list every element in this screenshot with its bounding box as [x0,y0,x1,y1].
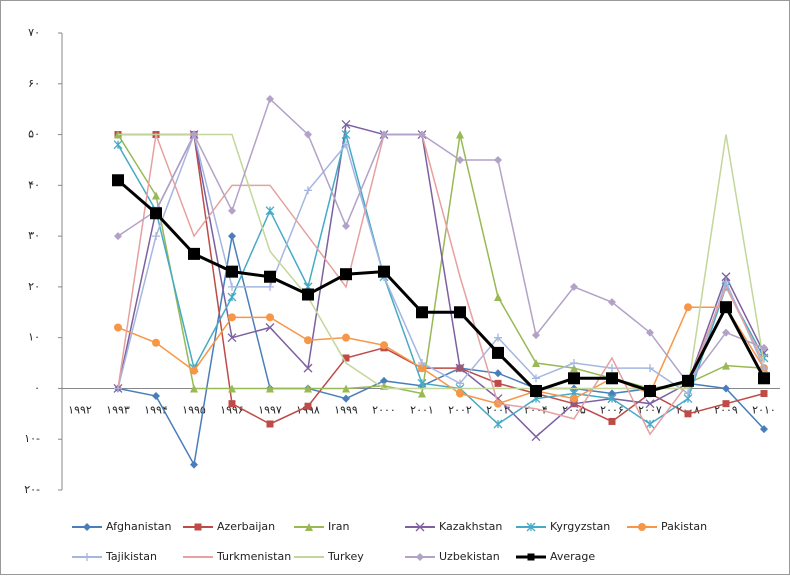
y-tick-label: ۲۰ [28,280,40,293]
x-tick-label: ۱۹۹۳ [106,403,130,416]
marker [195,524,202,531]
marker [528,554,535,561]
marker [305,403,312,410]
x-tick-label: ۱۹۹۹ [334,403,358,416]
marker [761,390,768,397]
chart: ۲۰-۱۰-۰۱۰۲۰۳۰۴۰۵۰۶۰۷۰۱۹۹۲۱۹۹۳۱۹۹۴۱۹۹۵۱۹۹… [0,0,790,575]
marker [340,268,352,280]
marker [267,420,274,427]
y-tick-label: ۱۰- [24,432,40,445]
y-tick-label: ۳۰ [28,229,40,242]
marker [492,347,504,359]
legend-label: Pakistan [661,520,707,533]
marker [638,523,646,531]
marker [112,174,124,186]
marker [723,400,730,407]
marker [644,385,656,397]
marker [685,410,692,417]
x-tick-label: ۲۰۰۲ [448,403,472,416]
marker [228,313,236,321]
legend-label: Average [550,550,595,563]
x-tick-label: ۲۰۰۷ [638,403,662,416]
y-tick-label: ۴۰ [28,178,40,191]
legend-label: Turkey [327,550,364,563]
marker [682,375,694,387]
marker [114,324,122,332]
x-tick-label: ۱۹۹۲ [68,403,92,416]
marker [530,385,542,397]
y-tick-label: ۰ [34,381,40,394]
marker [150,207,162,219]
marker [758,372,770,384]
x-tick-label: ۲۰۰۰ [372,403,396,416]
marker [495,380,502,387]
legend-label: Azerbaijan [217,520,275,533]
legend-label: Iran [328,520,350,533]
marker [568,372,580,384]
marker [720,301,732,313]
marker [302,289,314,301]
legend-label: Turkmenistan [216,550,291,563]
legend-label: Kazakhstan [439,520,502,533]
y-tick-label: ۷۰ [28,26,40,39]
marker [454,306,466,318]
y-tick-label: ۲۰- [24,483,40,496]
legend-label: Uzbekistan [439,550,500,563]
marker [416,306,428,318]
y-tick-label: ۵۰ [28,128,40,141]
legend-label: Afghanistan [106,520,172,533]
y-tick-label: ۶۰ [28,77,40,90]
marker [266,313,274,321]
legend-label: Kyrgyzstan [550,520,610,533]
legend-label: Tajikistan [105,550,157,563]
marker [609,418,616,425]
marker [152,339,160,347]
marker [264,271,276,283]
marker [378,266,390,278]
y-tick-label: ۱۰ [28,331,40,344]
x-tick-label: ۲۰۰۱ [410,403,434,416]
marker [684,303,692,311]
marker [342,334,350,342]
x-tick-label: ۱۹۹۷ [258,403,282,416]
chart-border [1,1,790,575]
marker [606,372,618,384]
marker [456,390,464,398]
marker [570,395,578,403]
marker [188,248,200,260]
x-tick-label: ۲۰۰۴ [524,403,548,416]
marker [190,367,198,375]
marker [304,336,312,344]
x-tick-label: ۲۰۱۰ [752,403,776,416]
marker [229,400,236,407]
marker [226,266,238,278]
marker [380,341,388,349]
